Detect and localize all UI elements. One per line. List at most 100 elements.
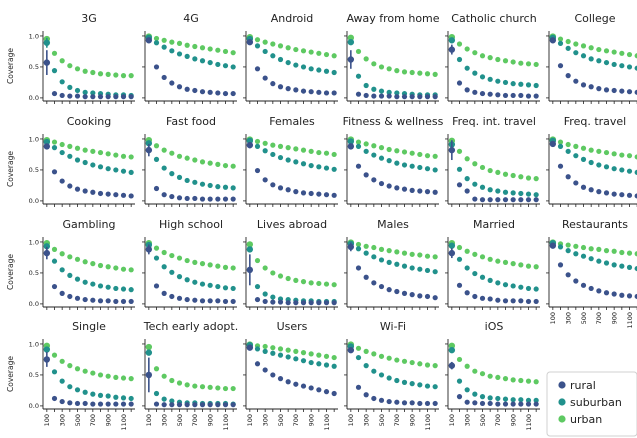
suburban-point bbox=[113, 285, 119, 292]
x-tick-label: 500 bbox=[378, 414, 386, 426]
panel-freq-int-travel: Freq. int. travel bbox=[445, 115, 540, 207]
rural-point bbox=[262, 298, 268, 305]
rural-point bbox=[169, 193, 175, 200]
suburban-point bbox=[215, 184, 221, 190]
suburban-point bbox=[417, 382, 423, 388]
suburban-point bbox=[199, 58, 206, 64]
x-tick-label: 300 bbox=[58, 414, 66, 426]
urban-point bbox=[456, 148, 463, 154]
urban-point bbox=[128, 154, 134, 160]
suburban-point bbox=[424, 383, 431, 389]
suburban-point bbox=[394, 261, 400, 267]
rural-point bbox=[565, 174, 571, 180]
urban-point bbox=[207, 384, 213, 390]
urban-point bbox=[90, 69, 96, 76]
y-tick-label: 0.0 bbox=[29, 94, 39, 102]
panel-tech-early-adopt: Tech early adopt. 100 300 500 700 900 1100 bbox=[142, 320, 238, 431]
suburban-point bbox=[161, 396, 167, 402]
urban-point bbox=[409, 69, 415, 76]
suburban-point bbox=[285, 59, 291, 66]
rural-point bbox=[293, 381, 299, 387]
x-tick-label: 300 bbox=[463, 414, 471, 426]
urban-point bbox=[222, 264, 229, 270]
panel-title: Fitness & wellness bbox=[343, 115, 444, 128]
rural-point bbox=[363, 392, 369, 398]
urban-point bbox=[626, 250, 633, 256]
rural-point bbox=[199, 89, 206, 95]
suburban-point bbox=[401, 263, 408, 269]
rural-point bbox=[432, 400, 438, 407]
rural-point bbox=[230, 402, 236, 408]
urban-point bbox=[51, 246, 58, 252]
urban-point bbox=[464, 363, 470, 369]
suburban-point bbox=[525, 191, 532, 197]
urban-point bbox=[432, 363, 438, 369]
rural-point bbox=[254, 296, 261, 303]
suburban-point bbox=[90, 281, 96, 287]
urban-point bbox=[277, 143, 284, 149]
suburban-point bbox=[409, 163, 415, 169]
urban-point bbox=[432, 254, 438, 260]
rural-point bbox=[43, 249, 51, 257]
suburban-point bbox=[626, 64, 633, 70]
rural-point bbox=[580, 184, 587, 190]
urban-point bbox=[67, 63, 73, 69]
rural-point bbox=[549, 242, 557, 249]
panel-android: Android bbox=[243, 12, 338, 104]
urban-point bbox=[495, 56, 501, 63]
suburban-point bbox=[565, 148, 571, 154]
suburban-point bbox=[472, 181, 478, 187]
rural-point bbox=[153, 64, 160, 70]
urban-point bbox=[401, 69, 408, 75]
suburban-point bbox=[316, 67, 322, 73]
panel-title: Single bbox=[72, 320, 106, 333]
suburban-point bbox=[456, 378, 463, 384]
suburban-point bbox=[424, 267, 431, 274]
rural-point bbox=[51, 169, 58, 175]
y-tick-label: 0.0 bbox=[29, 197, 39, 205]
urban-point bbox=[82, 68, 88, 74]
urban-point bbox=[169, 39, 175, 45]
suburban-point bbox=[270, 53, 276, 59]
rural-point bbox=[487, 197, 493, 203]
rural-point bbox=[184, 402, 190, 408]
suburban-point bbox=[153, 156, 160, 162]
urban-point bbox=[169, 252, 175, 259]
rural-point bbox=[316, 89, 322, 95]
suburban-point bbox=[378, 155, 385, 161]
rural-point bbox=[300, 383, 307, 389]
urban-point bbox=[487, 55, 493, 61]
y-tick-label: 0.0 bbox=[29, 402, 39, 410]
rural-point bbox=[277, 299, 284, 305]
urban-point bbox=[90, 370, 96, 376]
rural-point bbox=[549, 37, 557, 44]
urban-point bbox=[603, 48, 610, 54]
urban-point bbox=[207, 160, 213, 166]
x-tick-label: 300 bbox=[362, 414, 370, 426]
rural-point bbox=[487, 91, 493, 97]
urban-point bbox=[97, 149, 104, 156]
urban-point bbox=[74, 256, 81, 262]
suburban-point bbox=[580, 156, 587, 162]
rural-point bbox=[161, 290, 167, 296]
x-tick-label: 700 bbox=[393, 414, 401, 426]
rural-point bbox=[246, 266, 254, 274]
urban-point bbox=[82, 259, 88, 265]
suburban-point bbox=[371, 152, 377, 158]
urban-point bbox=[565, 242, 571, 248]
urban-point bbox=[495, 374, 501, 381]
urban-point bbox=[573, 243, 579, 249]
suburban-point bbox=[323, 165, 330, 171]
urban-point bbox=[479, 53, 486, 59]
urban-point bbox=[262, 140, 268, 146]
urban-point bbox=[386, 248, 392, 254]
rural-point bbox=[105, 94, 111, 100]
suburban-point bbox=[432, 384, 438, 390]
rural-point bbox=[161, 192, 167, 198]
urban-point bbox=[394, 68, 400, 74]
urban-point bbox=[611, 151, 617, 157]
rural-point bbox=[510, 197, 516, 203]
rural-point bbox=[300, 190, 307, 196]
rural-point bbox=[270, 81, 276, 87]
urban-point bbox=[518, 174, 524, 180]
